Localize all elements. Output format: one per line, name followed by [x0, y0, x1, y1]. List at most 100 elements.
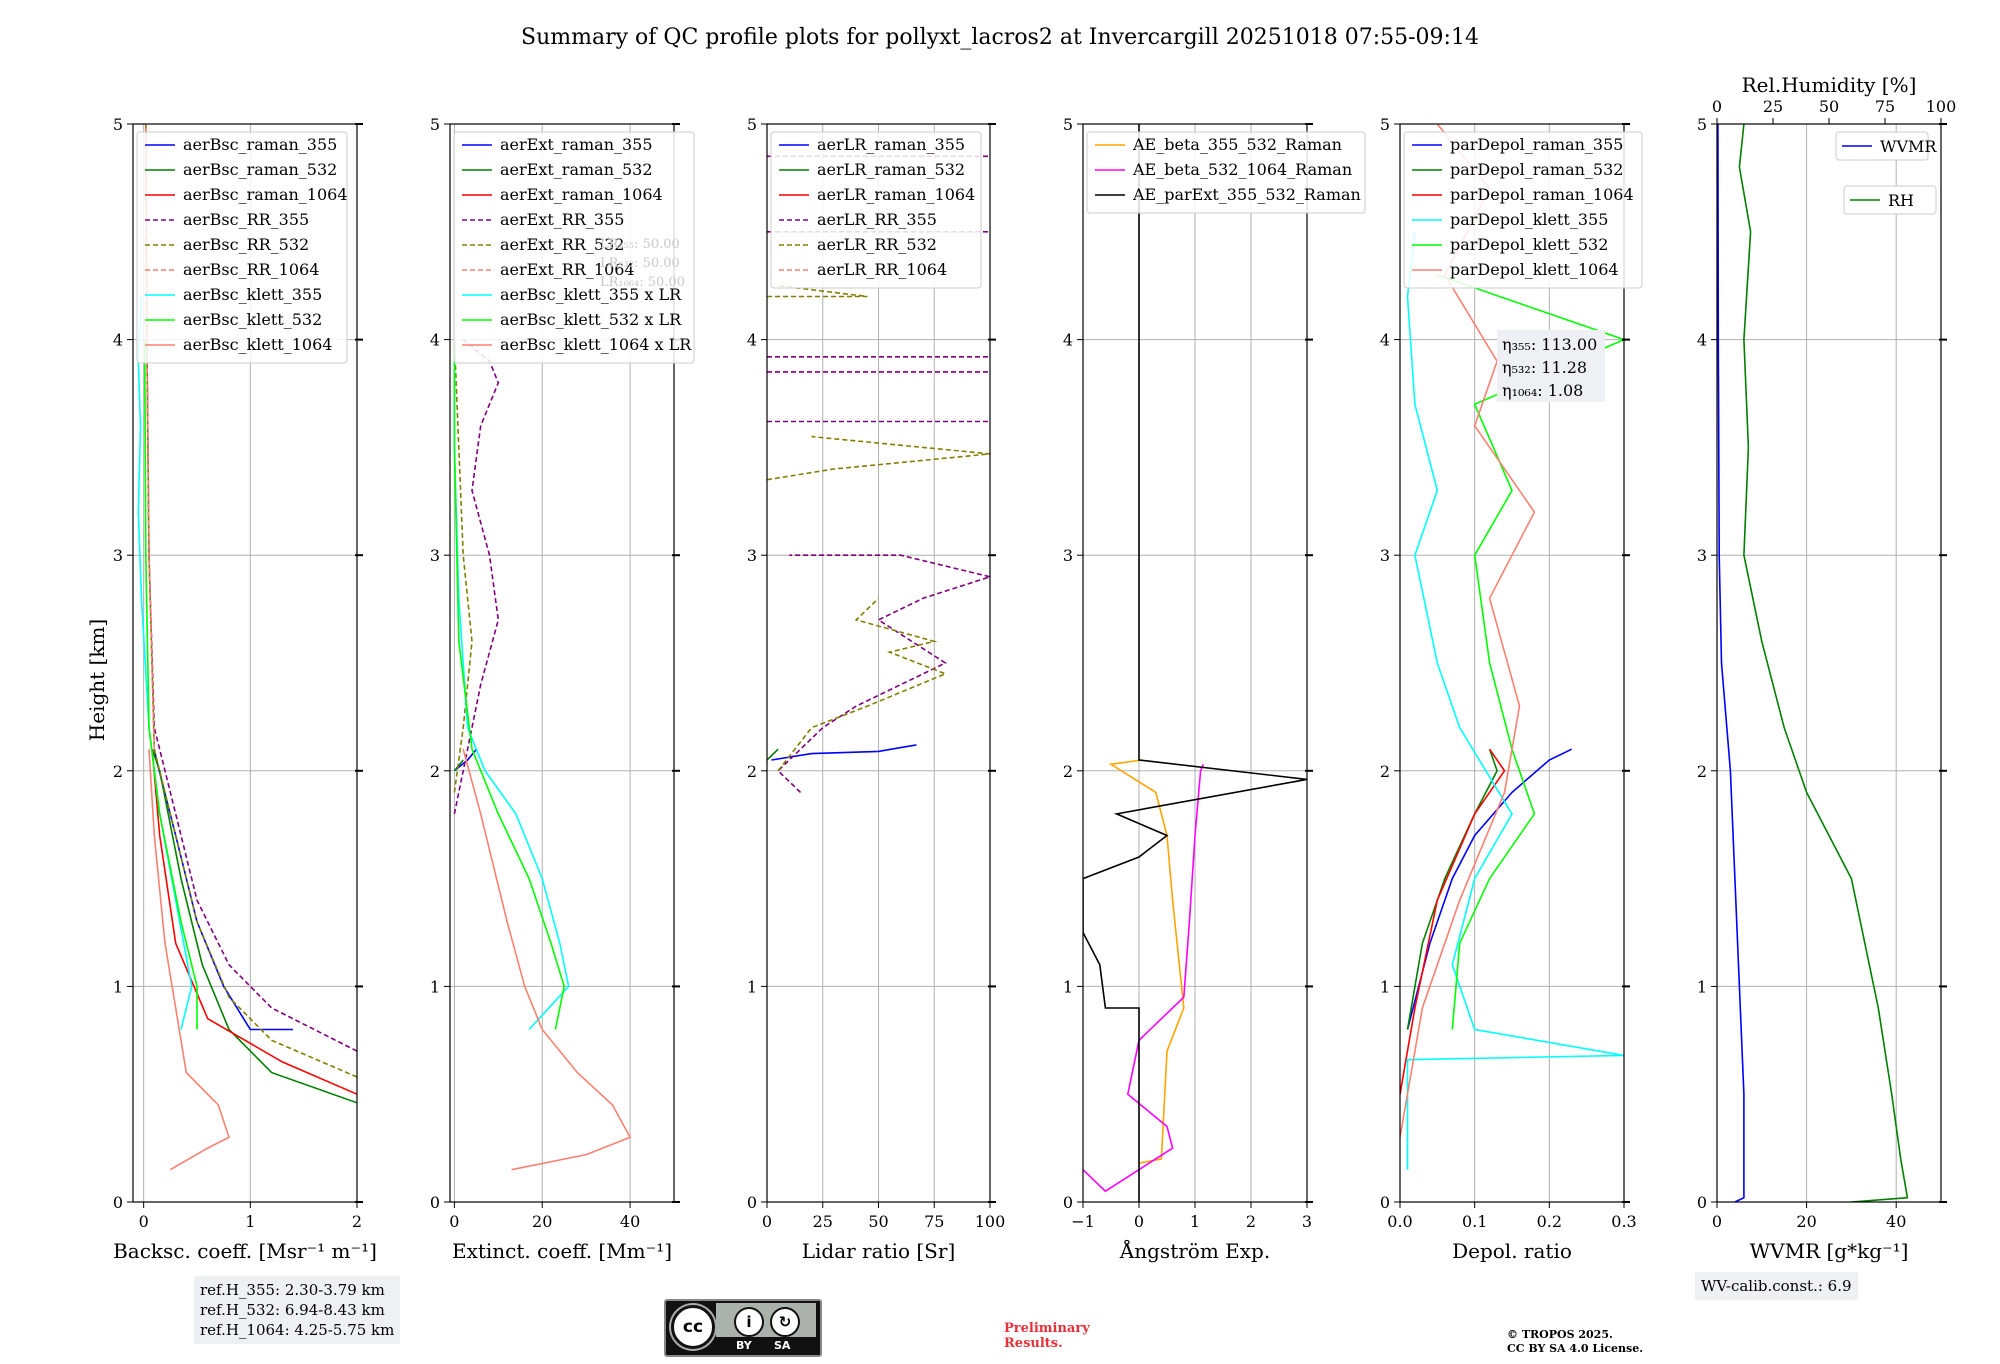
wv-calib-text: WV-calib.const.: 6.9	[1701, 1277, 1852, 1295]
y-tick-label: 2	[1380, 762, 1390, 781]
series-line-aerext-rr-532	[453, 339, 473, 793]
x-axis-label: Ångström Exp.	[1119, 1238, 1270, 1263]
x2-tick-label: 25	[1763, 97, 1783, 116]
lr-note: LR₁₀₆₄: 50.00	[600, 275, 685, 290]
series-line-ae-beta-532-1064-raman	[1083, 763, 1205, 1193]
y-tick-label: 4	[1063, 331, 1073, 350]
plot-frame	[449, 123, 675, 1203]
preliminary-note: Preliminary Results.	[1004, 1321, 1090, 1351]
x-tick-label: 0	[762, 1212, 772, 1231]
y-tick-label: 5	[113, 115, 123, 134]
y-tick-label: 1	[747, 977, 757, 996]
ref-height-355: ref.H_355: 2.30-3.79 km	[200, 1281, 385, 1299]
series-group	[137, 124, 357, 1171]
legend-label: aerBsc_klett_1064 x LR	[500, 335, 692, 354]
x-tick-label: 2	[1246, 1212, 1256, 1231]
x-tick-label: 40	[1886, 1212, 1906, 1231]
series-line-aerlr-raman-355	[771, 744, 917, 761]
x-tick-label: 0	[1134, 1212, 1144, 1231]
eta-note: η₃₅₅: 113.00	[1502, 335, 1597, 354]
y-tick-label: 0	[113, 1193, 123, 1212]
x-tick-label: 0	[449, 1212, 459, 1231]
eta-note: η₅₃₂: 11.28	[1502, 358, 1587, 377]
series-line-aerlr-raman-532	[767, 748, 779, 761]
x2-tick-label: 100	[1926, 97, 1957, 116]
x-axis-label: WVMR [g*kg⁻¹]	[1750, 1239, 1909, 1263]
x-tick-label: 1	[1190, 1212, 1200, 1231]
copyright-line-2: CC BY SA 4.0 License.	[1507, 1342, 1644, 1355]
plot-frame	[132, 123, 358, 1203]
x-tick-label: 0.1	[1462, 1212, 1487, 1231]
preliminary-line-1: Preliminary	[1004, 1321, 1090, 1336]
legend-label: aerBsc_RR_532	[183, 235, 309, 254]
plot-frame	[1399, 123, 1625, 1203]
series-line-aerext-rr-355	[453, 338, 500, 815]
y-tick-label: 5	[1380, 115, 1390, 134]
legend-label: parDepol_raman_1064	[1450, 185, 1634, 204]
y-tick-label: 3	[430, 546, 440, 565]
series-line-aerbsc-raman-532	[151, 748, 357, 1104]
attribution-icon: i	[734, 1307, 764, 1337]
y-tick-label: 2	[1063, 762, 1073, 781]
series-group	[453, 338, 632, 1171]
y-tick-label: 3	[1063, 546, 1073, 565]
x-tick-label: 2	[352, 1212, 362, 1231]
legend-label: aerLR_raman_532	[817, 160, 965, 179]
legend-label: aerBsc_klett_1064	[183, 335, 332, 354]
legend-label: AE_beta_355_532_Raman	[1132, 135, 1342, 154]
legend-label: aerBsc_klett_355 x LR	[500, 285, 682, 304]
series-line-aerbsc-klett-355	[137, 296, 193, 1030]
y-tick-label: 5	[747, 115, 757, 134]
legend-box	[1403, 131, 1643, 289]
legend-label: aerBsc_raman_1064	[183, 185, 348, 204]
legend-label: aerBsc_raman_355	[183, 135, 337, 154]
panel-1: 0 1 2 0 1 2 3 4 5 Backsc. coeff. [Msr⁻¹ m⁻¹] aerBs…	[113, 115, 377, 1263]
series-line-aerbsc-raman-1064	[151, 749, 357, 1095]
preliminary-line-2: Results.	[1004, 1336, 1063, 1351]
plot-frame	[1716, 123, 1942, 1203]
figure-title: Summary of QC profile plots for pollyxt_…	[521, 25, 1479, 50]
x-axis-label: Depol. ratio	[1452, 1239, 1572, 1263]
cc-sa-label: SA	[774, 1339, 791, 1352]
y-tick-label: 3	[1697, 546, 1707, 565]
series-line-pardepol-raman-1064	[1400, 748, 1506, 1095]
cc-license-badge: cc i ↻ BY SA	[664, 1299, 822, 1357]
legend-label: aerExt_raman_1064	[500, 185, 663, 204]
y-tick-label: 5	[1063, 115, 1073, 134]
legend-label: aerBsc_klett_532 x LR	[500, 310, 682, 329]
ref-height-1064: ref.H_1064: 4.25-5.75 km	[200, 1321, 395, 1339]
x-tick-label: 20	[532, 1212, 552, 1231]
x-tick-label: 3	[1302, 1212, 1312, 1231]
legend-box	[1843, 185, 1937, 215]
legend-box	[1835, 131, 1929, 161]
series-line-aerlr-rr-355	[776, 554, 990, 793]
series-line-aerbsc-klett-532	[143, 339, 198, 1030]
series-line-aerbsc-klett-355-x-lr	[453, 339, 570, 1031]
y-tick-label: 0	[747, 1193, 757, 1212]
series-line-aerlr-rr-532-b	[767, 435, 990, 481]
series-line-ae-beta-355-532-raman	[1108, 759, 1185, 1164]
legend-label: aerBsc_RR_355	[183, 210, 309, 229]
panel-2: 0 20 40 0 1 2 3 4 5 Extinct. coeff. [Mm⁻¹] aerExt_…	[430, 115, 695, 1263]
x-axis-label: Lidar ratio [Sr]	[802, 1239, 956, 1263]
x-axis-label: Backsc. coeff. [Msr⁻¹ m⁻¹]	[113, 1239, 377, 1263]
x-tick-label: 20	[1796, 1212, 1816, 1231]
legend-label: aerBsc_klett_532	[183, 310, 322, 329]
x-tick-label: 0.2	[1537, 1212, 1562, 1231]
y-tick-label: 3	[1380, 546, 1390, 565]
wv-calib-box: WV-calib.const.: 6.9	[1695, 1272, 1858, 1300]
x2-tick-label: 75	[1875, 97, 1895, 116]
cc-by-label: BY	[736, 1339, 752, 1352]
legend-label: aerBsc_klett_355	[183, 285, 322, 304]
legend-box	[1086, 131, 1366, 214]
legend-label: parDepol_raman_532	[1450, 160, 1623, 179]
y-tick-label: 0	[1380, 1193, 1390, 1212]
legend-label: aerLR_RR_355	[817, 210, 937, 229]
y-tick-label: 0	[1697, 1193, 1707, 1212]
series-line-aerbsc-rr-532	[145, 124, 357, 1078]
lr-note: LR₅₃₂: 50.00	[600, 256, 680, 271]
y-tick-label: 0	[430, 1193, 440, 1212]
legend-label: AE_parExt_355_532_Raman	[1132, 185, 1361, 204]
legend-label: WVMR	[1880, 137, 1937, 156]
